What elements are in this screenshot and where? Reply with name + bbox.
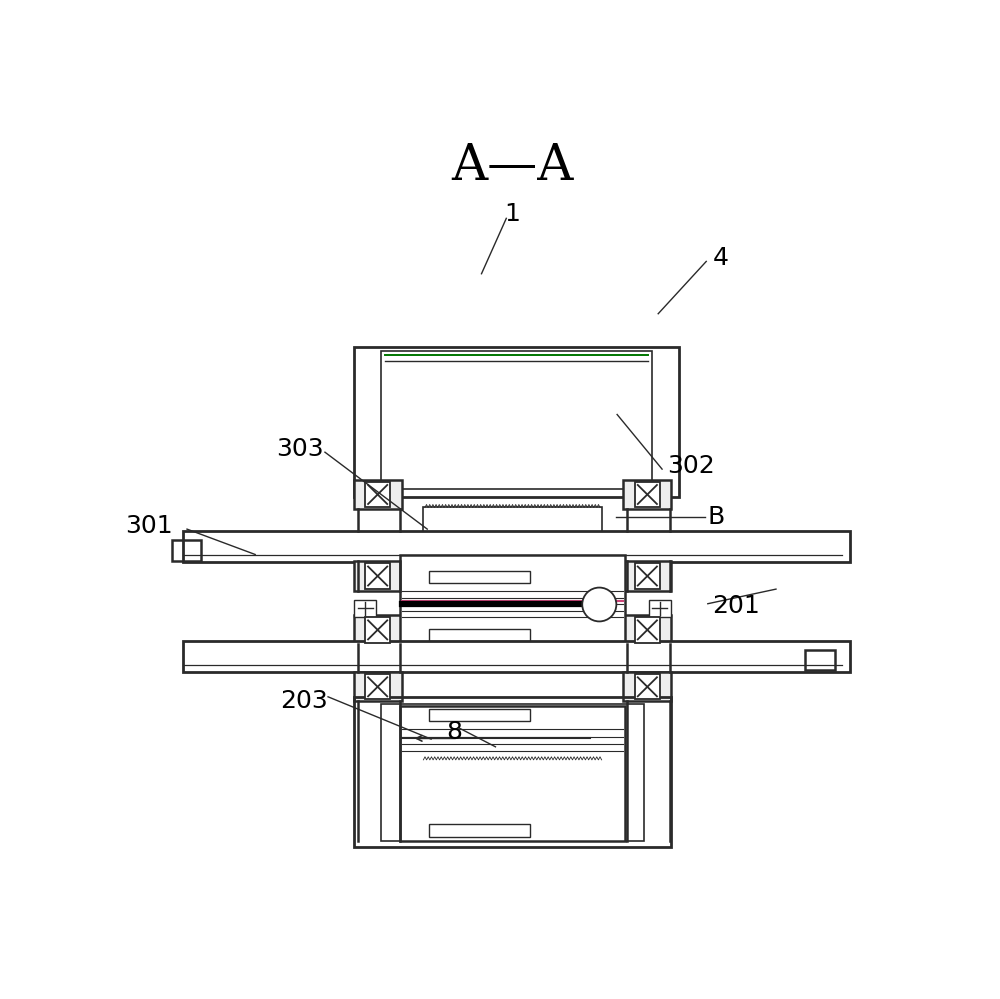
Bar [365,482,390,507]
Bar [429,629,530,641]
Bar [649,599,671,616]
Bar [183,641,850,672]
Bar [381,703,644,840]
Circle shape [582,587,616,621]
Bar [805,650,835,670]
Bar [365,563,390,588]
Bar [635,563,660,588]
Text: B: B [708,504,725,528]
Text: 203: 203 [280,688,328,712]
Bar [354,480,402,509]
Text: A—A: A—A [451,142,574,191]
Bar [623,561,671,590]
Text: 201: 201 [712,594,760,618]
Text: 8: 8 [446,720,462,744]
Bar [354,599,376,616]
Bar [635,482,660,507]
Bar [429,709,530,721]
Bar [365,617,390,642]
Text: 303: 303 [276,438,324,462]
Bar [354,672,402,701]
Text: 302: 302 [668,454,715,479]
Bar [172,539,201,560]
Bar [429,824,530,837]
Bar [623,480,671,509]
Bar [354,347,679,497]
Bar [183,531,850,562]
Text: 1: 1 [505,202,520,226]
Text: 4: 4 [712,247,728,271]
Bar [400,555,625,644]
Bar [429,570,530,583]
Bar [381,351,652,490]
Bar [365,674,390,699]
Bar [354,615,402,644]
Text: 301: 301 [125,514,173,538]
Bar [635,617,660,642]
Bar [354,561,402,590]
Bar [400,706,625,840]
Bar [354,697,671,847]
Bar [623,615,671,644]
Bar [635,674,660,699]
Bar [447,539,578,553]
Bar [623,672,671,701]
Bar [423,506,602,539]
